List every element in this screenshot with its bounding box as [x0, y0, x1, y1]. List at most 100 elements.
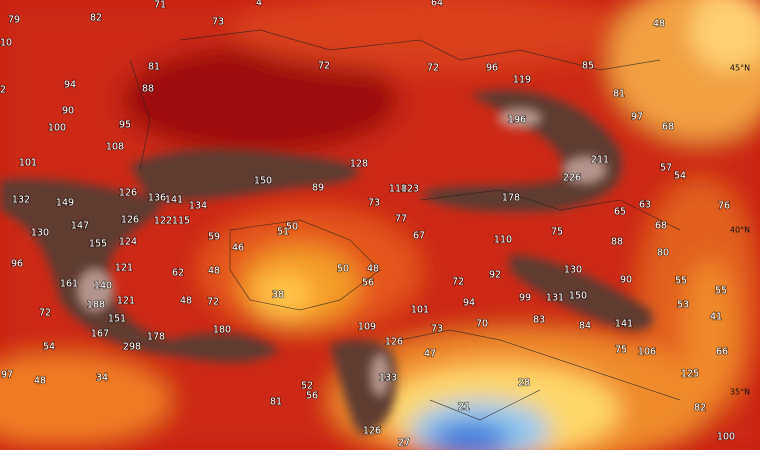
value-label: 72	[39, 308, 51, 319]
value-label: 110	[494, 235, 512, 246]
value-label: 83	[533, 315, 545, 326]
value-label: 72	[207, 297, 219, 308]
value-label: 67	[413, 231, 425, 242]
value-label: 63	[639, 200, 651, 211]
value-label: 73	[431, 324, 443, 335]
value-label: 149	[56, 198, 74, 209]
value-label: 72	[452, 277, 464, 288]
value-label: 84	[579, 321, 591, 332]
value-label: 50	[286, 222, 298, 233]
value-label: 41	[710, 312, 722, 323]
value-label: 97	[1, 370, 13, 381]
value-label: 115	[172, 216, 190, 227]
value-label: 133	[379, 373, 397, 384]
value-label: 70	[476, 319, 488, 330]
value-label: 118	[389, 184, 407, 195]
value-label: 130	[31, 228, 49, 239]
value-label: 81	[270, 397, 282, 408]
value-label: 96	[486, 63, 498, 74]
value-label: 65	[614, 207, 626, 218]
value-label: 150	[254, 176, 272, 187]
value-label: 10	[0, 38, 12, 49]
value-label: 155	[89, 239, 107, 250]
value-label: 178	[147, 332, 165, 343]
value-label: 97	[631, 112, 643, 123]
value-label: 48	[653, 19, 665, 30]
value-label: 226	[563, 173, 581, 184]
value-label: 4	[256, 0, 262, 9]
value-label: 90	[62, 106, 74, 117]
value-label: 131	[546, 293, 564, 304]
value-label: 48	[367, 264, 379, 275]
value-label: 108	[106, 142, 124, 153]
value-label: 80	[657, 248, 669, 259]
latitude-label: 45°N	[730, 64, 750, 73]
value-label: 99	[519, 293, 531, 304]
value-label: 188	[87, 300, 105, 311]
value-label: 48	[34, 376, 46, 387]
value-label: 38	[272, 290, 284, 301]
value-label: 56	[362, 278, 374, 289]
value-label: 51	[277, 227, 289, 238]
value-label: 126	[119, 188, 137, 199]
value-label: 34	[96, 373, 108, 384]
value-label: 79	[8, 15, 20, 26]
value-label: 50	[337, 264, 349, 275]
value-label: 75	[615, 345, 627, 356]
value-label: 72	[427, 63, 439, 74]
value-label: 124	[119, 237, 137, 248]
value-label: 96	[11, 259, 23, 270]
value-label: 167	[91, 329, 109, 340]
value-label: 73	[212, 17, 224, 28]
value-label: 71	[154, 0, 166, 11]
value-label: 123	[401, 184, 419, 195]
high-cores	[77, 108, 607, 397]
value-label: 136	[148, 193, 166, 204]
value-label: 100	[48, 123, 66, 134]
value-label: 27	[398, 438, 410, 449]
value-label: 57	[660, 163, 672, 174]
value-label: 141	[165, 195, 183, 206]
value-label: 101	[411, 305, 429, 316]
value-label: 147	[71, 221, 89, 232]
value-label: 48	[208, 266, 220, 277]
value-label: 56	[306, 391, 318, 402]
value-label: 100	[717, 432, 735, 443]
value-label: 128	[350, 159, 368, 170]
value-label: 126	[363, 426, 381, 437]
value-label: 119	[513, 75, 531, 86]
value-label: 68	[662, 122, 674, 133]
value-label: 298	[123, 342, 141, 353]
value-label: 90	[620, 275, 632, 286]
value-label: 59	[208, 232, 220, 243]
value-label: 150	[569, 291, 587, 302]
value-label: 92	[489, 270, 501, 281]
value-label: 122	[154, 216, 172, 227]
value-label: 180	[213, 325, 231, 336]
value-label: 132	[12, 195, 30, 206]
value-label: 55	[675, 276, 687, 287]
value-label: 106	[638, 347, 656, 358]
value-label: 141	[615, 319, 633, 330]
value-label: 211	[591, 155, 609, 166]
value-label: 94	[64, 80, 76, 91]
value-label: 52	[301, 381, 313, 392]
value-label: 151	[108, 314, 126, 325]
value-label: 88	[611, 237, 623, 248]
value-label: 82	[694, 403, 706, 414]
value-label: 21	[458, 402, 470, 413]
value-label: 66	[716, 347, 728, 358]
value-label: 121	[117, 296, 135, 307]
value-label: 196	[508, 115, 526, 126]
value-label: 178	[502, 193, 520, 204]
value-label: 81	[613, 89, 625, 100]
latitude-label: 35°N	[730, 388, 750, 397]
value-label: 82	[90, 13, 102, 24]
latitude-label: 40°N	[730, 226, 750, 235]
value-label: 126	[121, 215, 139, 226]
value-label: 88	[142, 84, 154, 95]
value-label: 72	[318, 61, 330, 72]
value-label: 64	[431, 0, 443, 9]
